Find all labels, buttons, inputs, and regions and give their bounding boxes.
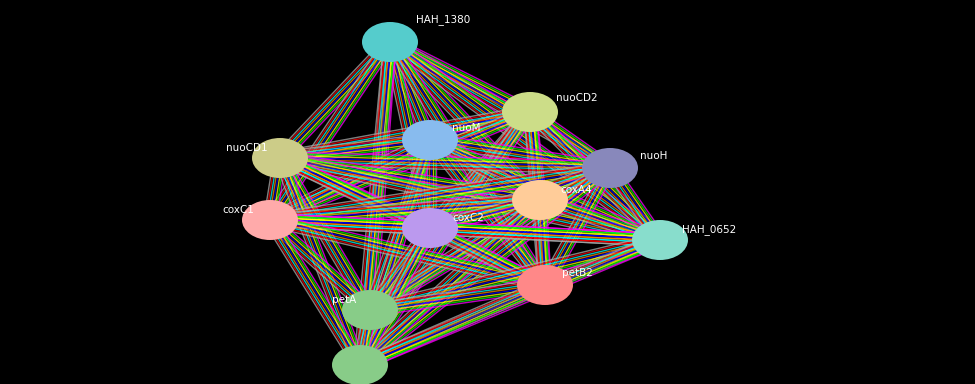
Text: coxC1: coxC1 [222,205,254,215]
Text: coxC2: coxC2 [452,213,484,223]
Ellipse shape [252,138,308,178]
Text: coxA4: coxA4 [560,185,592,195]
Text: nuoM: nuoM [452,123,481,133]
Ellipse shape [242,200,298,240]
Text: nuoCD1: nuoCD1 [226,143,267,153]
Text: petA: petA [332,295,356,305]
Ellipse shape [332,345,388,384]
Ellipse shape [502,92,558,132]
Ellipse shape [342,290,398,330]
Text: nuoCD2: nuoCD2 [556,93,598,103]
Text: petB2: petB2 [562,268,593,278]
Ellipse shape [362,22,418,62]
Ellipse shape [517,265,573,305]
Ellipse shape [512,180,568,220]
Text: HAH_1380: HAH_1380 [416,15,470,25]
Ellipse shape [402,208,458,248]
Ellipse shape [632,220,688,260]
Text: HAH_0652: HAH_0652 [682,225,736,235]
Ellipse shape [402,120,458,160]
Ellipse shape [582,148,638,188]
Text: nuoH: nuoH [640,151,667,161]
